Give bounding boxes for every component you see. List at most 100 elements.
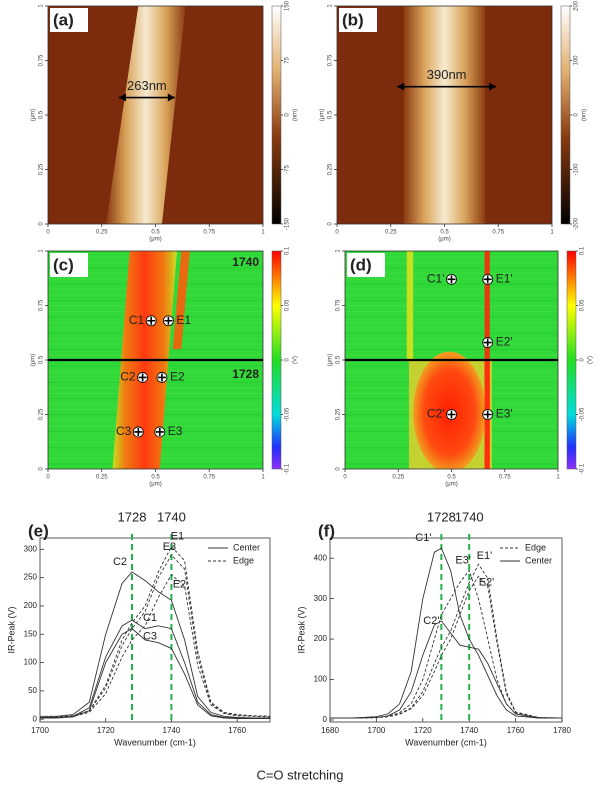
y-tick-label: 300 xyxy=(24,544,38,553)
width-label: 263nm xyxy=(127,78,167,93)
panel-label: (b) xyxy=(342,10,364,29)
y-axis-label: (μm) xyxy=(320,109,326,121)
reference-label: 1728 xyxy=(427,509,456,524)
point-label: E3' xyxy=(496,407,513,421)
x-tick-label: 1 xyxy=(556,475,560,481)
point-label: E1' xyxy=(496,272,513,286)
y-tick-label: 100 xyxy=(24,658,38,667)
y-tick-label: 150 xyxy=(24,629,38,638)
colorbar-tick-label: 0.1 xyxy=(580,246,586,255)
x-tick-label: 0 xyxy=(46,230,50,236)
image-panel: 0 0.25 0.5 0.75 1 (μm) 0 0.25 0.5 0.75 1 (μm) 0.1 0.0… xyxy=(328,246,594,487)
panel-label-box xyxy=(347,253,385,277)
colorbar xyxy=(566,250,577,470)
x-tick-label: 1 xyxy=(550,230,554,236)
x-tick-label: 0.75 xyxy=(492,230,504,236)
spectrum-line xyxy=(330,575,563,719)
point-label: E2 xyxy=(170,370,185,384)
x-tick-label: 1 xyxy=(261,230,265,236)
image xyxy=(337,6,552,224)
point-cross xyxy=(483,275,492,284)
noise xyxy=(345,272,558,274)
x-tick-label: 0 xyxy=(335,230,339,236)
colorbar-tick-label: -0.05 xyxy=(580,407,586,421)
noise xyxy=(345,349,558,351)
fiber-edge xyxy=(172,251,190,350)
spectrum-chart: 1700 1720 1740 1760 0 50 100 150 200 250 300 Wavenu… xyxy=(6,509,271,747)
noise xyxy=(345,256,558,258)
spectrum-line xyxy=(39,545,271,718)
x-tick-label: 0.75 xyxy=(203,475,215,481)
panel-label: (a) xyxy=(53,10,74,29)
point-label: E3 xyxy=(168,424,183,438)
y-tick-label: 0 xyxy=(39,222,45,226)
point-label: C1' xyxy=(427,272,445,286)
y-tick-label: 50 xyxy=(28,686,37,695)
x-tick-label: 0.5 xyxy=(151,230,160,236)
legend-label: Edge xyxy=(233,555,254,565)
colorbar-tick-label: 0 xyxy=(574,113,580,117)
colorbar-tick-label: 0.05 xyxy=(285,299,291,311)
curve-label: E3 xyxy=(163,541,176,553)
reference-label: 1740 xyxy=(455,509,484,524)
y-tick-label: 300 xyxy=(314,594,328,603)
colorbar-tick-label: -0.05 xyxy=(285,407,291,421)
noise xyxy=(345,300,558,302)
point-cross xyxy=(447,275,456,284)
panel-label: (e) xyxy=(28,521,49,540)
point-label: C3 xyxy=(116,424,132,438)
colorbar xyxy=(560,5,571,225)
y-axis-label: IR-Peak (V) xyxy=(6,606,16,653)
reference-label: 1728 xyxy=(118,509,147,524)
y-tick-label: 0.25 xyxy=(336,408,342,420)
point-label: E2' xyxy=(496,335,513,349)
x-axis-label: (μm) xyxy=(149,237,161,243)
spectrum-line xyxy=(330,547,562,719)
x-tick-label: 1760 xyxy=(507,726,525,735)
x-axis-label: Wavenumber (cm-1) xyxy=(114,737,196,747)
x-tick-label: 0.5 xyxy=(151,475,160,481)
colorbar-tick-label: -0.1 xyxy=(580,463,586,474)
fiber xyxy=(106,6,186,224)
noise xyxy=(345,305,558,307)
panel-label-box xyxy=(339,8,377,32)
noise xyxy=(345,251,558,252)
x-tick-label: 0 xyxy=(343,475,347,481)
noise xyxy=(345,327,558,329)
panel-label: (d) xyxy=(350,255,372,274)
y-tick-label: 0.5 xyxy=(336,355,342,364)
colorbar-tick-label: 0 xyxy=(580,358,586,362)
y-tick-label: 400 xyxy=(314,553,328,562)
image-panel: 0 0.25 0.5 0.75 1 (μm) 0 0.25 0.5 0.75 1 (μm) 150 75 0… xyxy=(31,0,299,242)
point-cross xyxy=(483,410,492,419)
width-label: 390nm xyxy=(427,67,467,82)
x-axis-label: (μm) xyxy=(445,482,457,488)
spectrum-line xyxy=(40,571,270,719)
noise xyxy=(345,316,558,318)
x-tick-label: 0.75 xyxy=(499,475,511,481)
panel-label: (f) xyxy=(318,521,335,540)
colorbar-tick-label: -0.1 xyxy=(285,463,291,474)
y-tick-label: 200 xyxy=(314,634,328,643)
noise xyxy=(345,310,558,312)
plot-frame xyxy=(329,537,563,723)
spectrum-line xyxy=(330,569,563,719)
reference-label: 1740 xyxy=(157,509,186,524)
colorbar-tick-label: 0.05 xyxy=(580,299,586,311)
spectrum-line xyxy=(330,563,563,719)
fiber-edge xyxy=(406,251,414,360)
x-tick-label: 1700 xyxy=(368,726,386,735)
x-tick-label: 0.25 xyxy=(392,475,404,481)
colorbar-tick-label: 0.1 xyxy=(285,246,291,255)
y-axis-label: (μm) xyxy=(328,354,334,366)
point-cross xyxy=(155,427,164,436)
point-cross xyxy=(157,373,166,382)
noise xyxy=(345,343,558,345)
point-cross xyxy=(164,316,173,325)
y-tick-label: 0 xyxy=(33,714,38,723)
point-label: C2 xyxy=(120,370,136,384)
y-axis-label: (μm) xyxy=(31,109,37,121)
image-panel: 0 0.25 0.5 0.75 1 (μm) 0 0.25 0.5 0.75 1 (μm) 0.1 0.0… xyxy=(31,246,299,487)
y-axis-label: (μm) xyxy=(31,354,37,366)
x-tick-label: 1720 xyxy=(414,726,432,735)
